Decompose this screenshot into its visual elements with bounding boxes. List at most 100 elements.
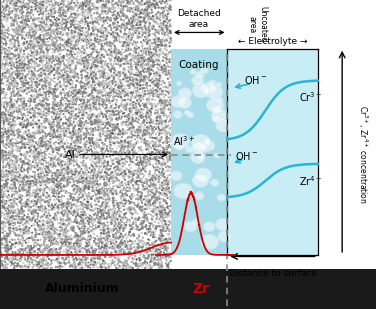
Point [142, 202, 148, 207]
Point [158, 0, 164, 3]
Point [53, 116, 59, 121]
Point [51, 187, 57, 192]
Point [32, 235, 38, 239]
Point [93, 224, 99, 229]
Point [144, 215, 150, 220]
Point [6, 170, 12, 175]
Point [71, 207, 77, 212]
Point [133, 179, 139, 184]
Point [100, 259, 106, 264]
Point [80, 101, 86, 106]
Point [43, 29, 49, 34]
Point [5, 129, 11, 134]
Point [83, 33, 89, 38]
Point [67, 62, 73, 67]
Point [147, 93, 153, 98]
Point [3, 265, 9, 270]
Point [108, 254, 114, 259]
Point [92, 171, 98, 176]
Point [12, 41, 18, 46]
Point [18, 203, 24, 208]
Point [140, 130, 146, 135]
Point [5, 135, 11, 140]
Point [112, 49, 118, 54]
Point [110, 216, 116, 221]
Point [6, 69, 12, 74]
Point [19, 19, 25, 24]
Point [80, 259, 86, 264]
Point [117, 93, 123, 98]
Point [21, 111, 27, 116]
Point [117, 214, 123, 218]
Point [60, 37, 66, 42]
Point [48, 194, 54, 199]
Point [16, 214, 22, 219]
Point [106, 92, 112, 97]
Point [62, 42, 68, 47]
Point [95, 11, 101, 16]
Point [76, 144, 82, 149]
Point [5, 13, 11, 18]
Point [108, 58, 114, 63]
Point [55, 81, 61, 86]
Point [55, 70, 61, 75]
Point [40, 14, 46, 19]
Point [127, 169, 133, 174]
Point [118, 205, 124, 210]
Point [161, 178, 167, 183]
Point [150, 130, 156, 135]
Point [111, 161, 117, 166]
Point [94, 94, 100, 99]
Point [76, 96, 82, 101]
Point [99, 209, 105, 214]
Point [2, 8, 8, 13]
Point [74, 34, 80, 39]
Point [160, 10, 166, 15]
Point [16, 29, 22, 34]
Point [15, 86, 21, 91]
Point [25, 188, 31, 193]
Point [14, 109, 20, 114]
Point [52, 207, 58, 212]
Point [107, 105, 113, 110]
Point [20, 233, 26, 238]
Point [79, 46, 85, 51]
Point [25, 178, 31, 183]
Point [0, 133, 3, 138]
Point [28, 99, 34, 104]
Point [108, 141, 114, 146]
Point [72, 52, 78, 57]
Point [118, 91, 124, 96]
Point [18, 97, 24, 102]
Point [144, 114, 150, 119]
Point [114, 31, 120, 36]
Point [83, 52, 89, 57]
Point [77, 229, 83, 234]
Point [61, 54, 67, 59]
Point [147, 70, 153, 75]
Point [0, 201, 6, 206]
Point [80, 176, 86, 180]
Point [84, 228, 90, 233]
Point [66, 103, 72, 108]
Point [92, 247, 98, 252]
Point [91, 227, 97, 232]
Point [39, 162, 45, 167]
Point [15, 146, 21, 151]
Point [153, 83, 159, 87]
Point [35, 216, 41, 221]
Point [45, 202, 52, 207]
Point [106, 179, 112, 184]
Point [121, 176, 127, 180]
Point [71, 108, 77, 113]
Point [32, 80, 38, 85]
Point [143, 88, 149, 93]
Point [94, 149, 100, 154]
Point [71, 61, 77, 66]
Point [90, 70, 96, 75]
Point [94, 128, 100, 133]
Point [79, 188, 85, 193]
Point [121, 104, 127, 108]
Point [132, 256, 138, 261]
Point [73, 66, 79, 71]
